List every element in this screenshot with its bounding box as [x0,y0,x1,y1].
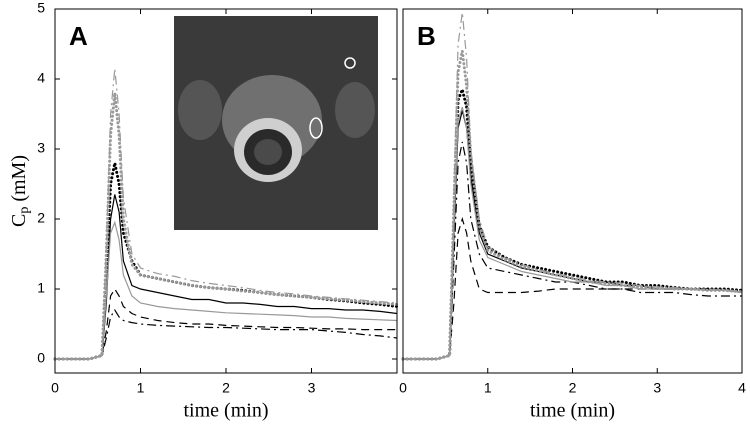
inset-shape [178,80,222,140]
roi-marker [309,117,323,139]
series-line [403,12,743,360]
y-axis-label: Cp (mM) [8,155,33,227]
x-axis-label: time (min) [184,400,269,422]
inset-shape [335,82,375,138]
y-label-main: C [8,214,30,227]
y-label-sub: p [17,207,32,214]
mri-inset [174,16,378,230]
x-tick-label: 0 [399,380,407,396]
series-line [403,141,742,360]
x-tick-label: 1 [137,380,145,396]
panel-label: A [69,21,88,51]
plot-frame [54,8,398,374]
y-label-unit: (mM) [8,155,30,202]
series-line [403,106,743,360]
inset-shape [254,139,282,165]
y-tick-label: 2 [37,210,45,226]
y-tick-label: 3 [37,140,45,156]
x-tick-label: 0 [51,380,59,396]
series-line [401,50,744,361]
x-tick-label: 2 [222,380,230,396]
roi-marker [344,57,356,69]
x-tick-label: 2 [569,380,577,396]
x-tick-label: 1 [484,380,492,396]
series-line [55,220,398,360]
series-line [53,92,399,361]
y-tick-label: 5 [37,0,45,16]
x-tick-label: 4 [738,380,746,396]
panel-label: B [417,21,436,51]
y-tick-label: 1 [37,280,45,296]
plot-frame [402,8,743,374]
series-line [55,287,397,360]
y-tick-label: 0 [37,350,45,366]
x-tick-label: 3 [653,380,661,396]
series-line [55,308,398,360]
y-tick-label: 4 [37,70,45,86]
x-axis-label: time (min) [530,400,615,422]
x-tick-label: 3 [308,380,316,396]
series-line [55,68,398,360]
